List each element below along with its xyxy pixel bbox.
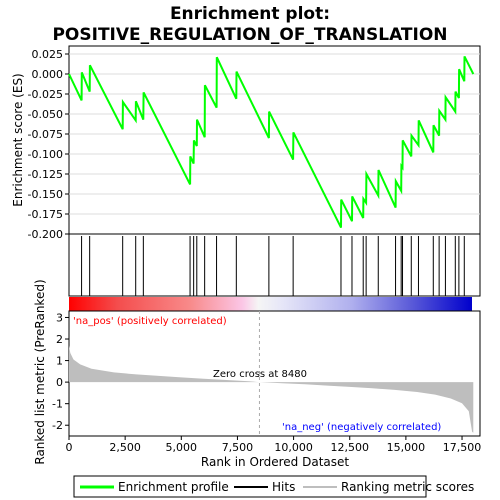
es-y-tick-label: 0.025 <box>32 48 64 61</box>
ranking-y-axis-ticks: 3 2 1 0 -1 -2 <box>52 311 69 432</box>
es-y-tick-label: -0.050 <box>28 108 63 121</box>
x-tick-label: 12,500 <box>330 441 369 454</box>
ranking-y-tick-label: 1 <box>56 355 63 368</box>
ranking-y-tick-label: -2 <box>52 419 63 432</box>
zero-cross-label: Zero cross at 8480 <box>213 369 307 380</box>
x-tick-label: 17,500 <box>443 441 482 454</box>
plot-title-line2: POSITIVE_REGULATION_OF_TRANSLATION <box>52 25 447 45</box>
es-y-tick-label: -0.075 <box>28 128 63 141</box>
positive-correlation-label: 'na_pos' (positively correlated) <box>73 316 227 327</box>
ranking-metric-area <box>69 345 474 433</box>
ranking-panel-frame <box>68 310 481 437</box>
legend-enrichment-label: Enrichment profile <box>118 480 229 494</box>
x-axis-ticks: 0 2,500 5,000 7,500 10,000 12,500 15,000 17,500 <box>66 436 482 454</box>
ranking-y-tick-label: -1 <box>52 398 63 411</box>
legend-ranking-label: Ranking metric scores <box>341 480 474 494</box>
x-tick-label: 5,000 <box>166 441 198 454</box>
ranking-y-tick-label: 3 <box>56 311 63 324</box>
es-y-tick-label: -0.125 <box>28 168 63 181</box>
ranking-y-axis-label: Ranked list metric (PreRanked) <box>33 279 47 464</box>
legend-hits-label: Hits <box>272 480 295 494</box>
plot-title-line1: Enrichment plot: <box>170 4 330 24</box>
es-y-tick-label: 0.000 <box>32 68 64 81</box>
es-y-tick-label: -0.150 <box>28 188 63 201</box>
x-tick-label: 2,500 <box>109 441 141 454</box>
x-tick-label: 0 <box>66 441 73 454</box>
x-axis-label: Rank in Ordered Dataset <box>201 455 349 469</box>
es-y-tick-label: -0.175 <box>28 208 63 221</box>
es-y-tick-label: -0.200 <box>28 228 63 241</box>
rank-color-bar <box>69 297 472 311</box>
es-y-axis-label: Enrichment score (ES) <box>11 73 25 206</box>
ranking-y-tick-label: 2 <box>56 333 63 346</box>
enrichment-profile-line <box>68 55 475 229</box>
ranking-y-tick-label: 0 <box>56 376 63 389</box>
x-tick-label: 10,000 <box>274 441 313 454</box>
es-y-tick-label: -0.100 <box>28 148 63 161</box>
es-y-tick-label: -0.025 <box>28 88 63 101</box>
es-y-axis-ticks: 0.025 0.000 -0.025 -0.050 -0.075 -0.100 -0.125… <box>28 48 69 241</box>
x-tick-label: 7,500 <box>222 441 254 454</box>
hit-markers <box>81 236 465 296</box>
legend: Enrichment profile Hits Ranking metric s… <box>73 475 474 498</box>
x-tick-label: 15,000 <box>387 441 426 454</box>
negative-correlation-label: 'na_neg' (negatively correlated) <box>282 422 441 433</box>
